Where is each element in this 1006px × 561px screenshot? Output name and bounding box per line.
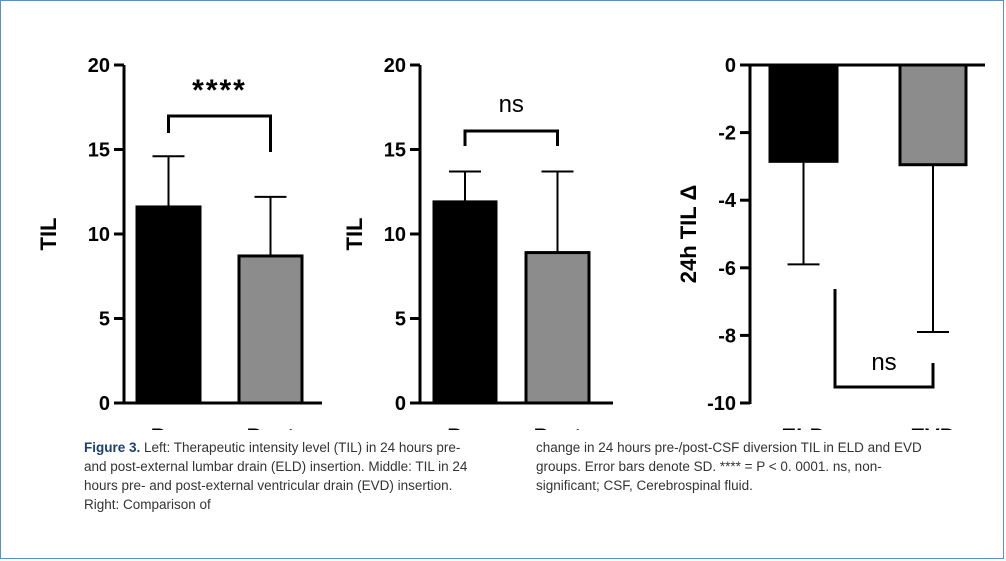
y-tick-label: 0 (99, 393, 110, 415)
y-tick-label: 0 (395, 393, 406, 415)
y-tick-label: 15 (88, 140, 110, 162)
y-tick-label: 15 (384, 140, 406, 162)
y-tick-label: 5 (395, 309, 406, 331)
significance-bracket (167, 114, 272, 152)
x-category-label: EVD (910, 424, 955, 430)
caption-right-text: change in 24 hours pre-/post-CSF diversi… (536, 440, 922, 493)
y-tick-label: 0 (725, 55, 736, 77)
y-axis-title: TIL (342, 218, 367, 251)
caption-left-column: Figure 3. Left: Therapeutic intensity le… (84, 438, 484, 514)
significance-label: ns (499, 91, 524, 118)
y-tick-label: -2 (718, 123, 736, 145)
y-tick-label: -8 (718, 325, 736, 347)
y-tick-label: 20 (88, 55, 110, 77)
x-category-label: ELD (782, 424, 826, 430)
y-axis-title: 24h TIL Δ (676, 185, 701, 284)
significance-label: **** (192, 74, 247, 107)
figure-caption: Figure 3. Left: Therapeutic intensity le… (84, 438, 984, 548)
bar-post (524, 251, 591, 405)
y-tick-label: 10 (88, 224, 110, 246)
y-axis-title: TIL (36, 218, 61, 251)
x-category-label: Pre (151, 424, 186, 430)
y-tick-label: -6 (718, 258, 736, 280)
x-category-label: Pre (447, 424, 482, 430)
y-tick-label: 20 (384, 55, 406, 77)
significance-label: ns (871, 349, 896, 376)
caption-left-text: Left: Therapeutic intensity level (TIL) … (84, 440, 468, 512)
bar-evd (898, 63, 968, 167)
bar-post (237, 254, 304, 405)
bar-eld (768, 63, 839, 163)
x-category-label: Post (534, 424, 582, 430)
figure-label: Figure 3. (84, 440, 141, 455)
bar-pre (432, 200, 498, 405)
y-tick-label: -10 (707, 393, 736, 415)
y-tick-label: -4 (718, 190, 737, 212)
significance-bracket (833, 289, 935, 389)
y-tick-label: 5 (99, 309, 110, 331)
bar-pre (135, 205, 202, 405)
x-category-label: Post (247, 424, 295, 430)
figure-charts: 0 5 10 15 20 TIL Pre Post **** 0 5 10 15 20 TIL Pre Post… (36, 55, 985, 430)
significance-bracket (463, 129, 559, 146)
y-tick-label: 10 (384, 224, 406, 246)
